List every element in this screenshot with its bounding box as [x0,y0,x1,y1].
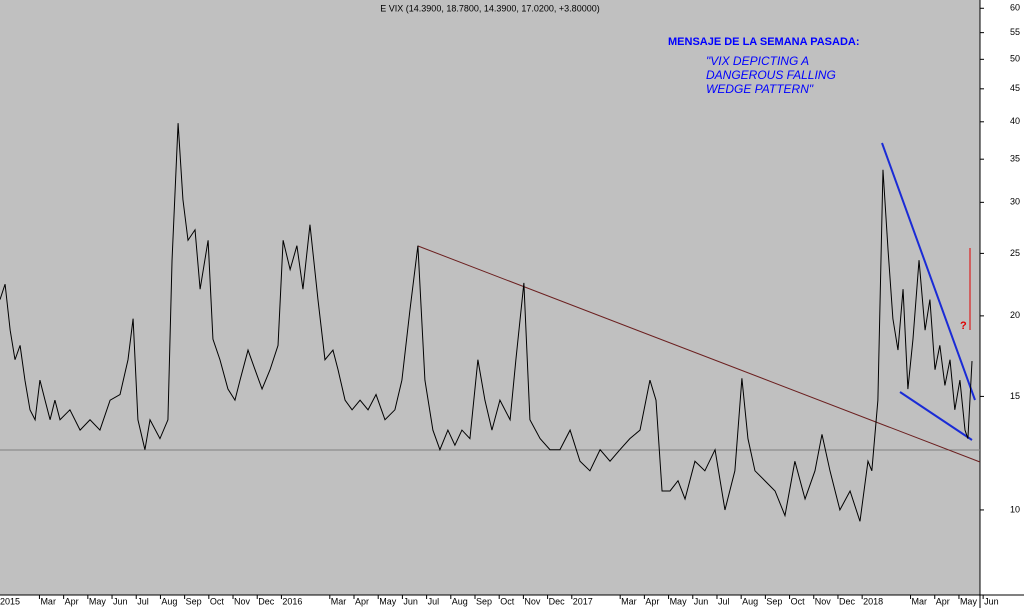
x-tick-label: Nov [234,596,251,606]
x-tick-label: Sep [766,596,782,606]
chart-title: E VIX (14.3900, 18.7800, 14.3900, 17.020… [380,3,599,13]
x-tick-label: Apr [645,596,659,606]
price-line [0,123,973,522]
x-tick-label: Aug [742,596,758,606]
x-tick-label: Nov [815,596,832,606]
y-tick-label: 60 [1010,3,1020,13]
x-tick-label: May [379,596,397,606]
x-tick-label: Mar [40,596,56,606]
x-tick-label: May [960,596,978,606]
x-tick-label: Nov [524,596,541,606]
x-tick-label: Apr [65,596,79,606]
x-tick-label: Oct [210,596,225,606]
annotation: WEDGE PATTERN" [706,82,814,96]
x-tick-label: 2015 [0,596,20,606]
x-tick-label: Aug [452,596,468,606]
x-tick-label: 2018 [863,596,883,606]
x-tick-label: May [670,596,688,606]
x-tick-label: Dec [839,596,856,606]
y-tick-label: 30 [1010,197,1020,207]
x-axis-panel [0,595,1024,608]
x-tick-label: May [89,596,107,606]
x-tick-label: Jun [113,596,128,606]
x-tick-label: Jul [428,596,440,606]
x-tick-label: 2017 [573,596,593,606]
x-tick-label: Aug [161,596,177,606]
x-tick-label: Jun [694,596,709,606]
y-tick-label: 50 [1010,54,1020,64]
annotation: "VIX DEPICTING A [706,54,809,68]
wedge-lower [899,391,973,441]
y-tick-label: 40 [1010,116,1020,126]
plot-area [0,0,980,595]
x-tick-label: Oct [791,596,806,606]
x-tick-label: Mar [621,596,637,606]
x-tick-label: Apr [355,596,369,606]
x-tick-label: 2016 [282,596,302,606]
y-tick-label: 10 [1010,504,1020,514]
y-tick-label: 20 [1010,310,1020,320]
x-tick-label: Sep [476,596,492,606]
x-tick-label: Jun [403,596,418,606]
y-tick-label: 15 [1010,391,1020,401]
x-tick-label: Jul [137,596,149,606]
y-tick-label: 55 [1010,27,1020,37]
y-tick-label: 35 [1010,154,1020,164]
trend-line [417,245,981,463]
wedge-upper [881,142,976,401]
x-tick-label: Mar [912,596,928,606]
annotation: MENSAJE DE LA SEMANA PASADA: [668,36,860,48]
annotations: MENSAJE DE LA SEMANA PASADA: "VIX DEPICT… [668,36,860,96]
x-tick-label: Jun [984,596,999,606]
y-tick-label: 45 [1010,83,1020,93]
x-tick-label: Dec [258,596,275,606]
y-axis-panel [980,0,1024,608]
x-tick-label: Apr [936,596,950,606]
x-tick-label: Mar [331,596,347,606]
y-tick-label: 25 [1010,248,1020,258]
annotation: DANGEROUS FALLING [706,68,836,82]
x-tick-label: Dec [549,596,566,606]
x-tick-label: Jul [718,596,730,606]
x-tick-label: Sep [186,596,202,606]
x-tick-label: Oct [500,596,515,606]
question-mark: ? [960,320,967,332]
